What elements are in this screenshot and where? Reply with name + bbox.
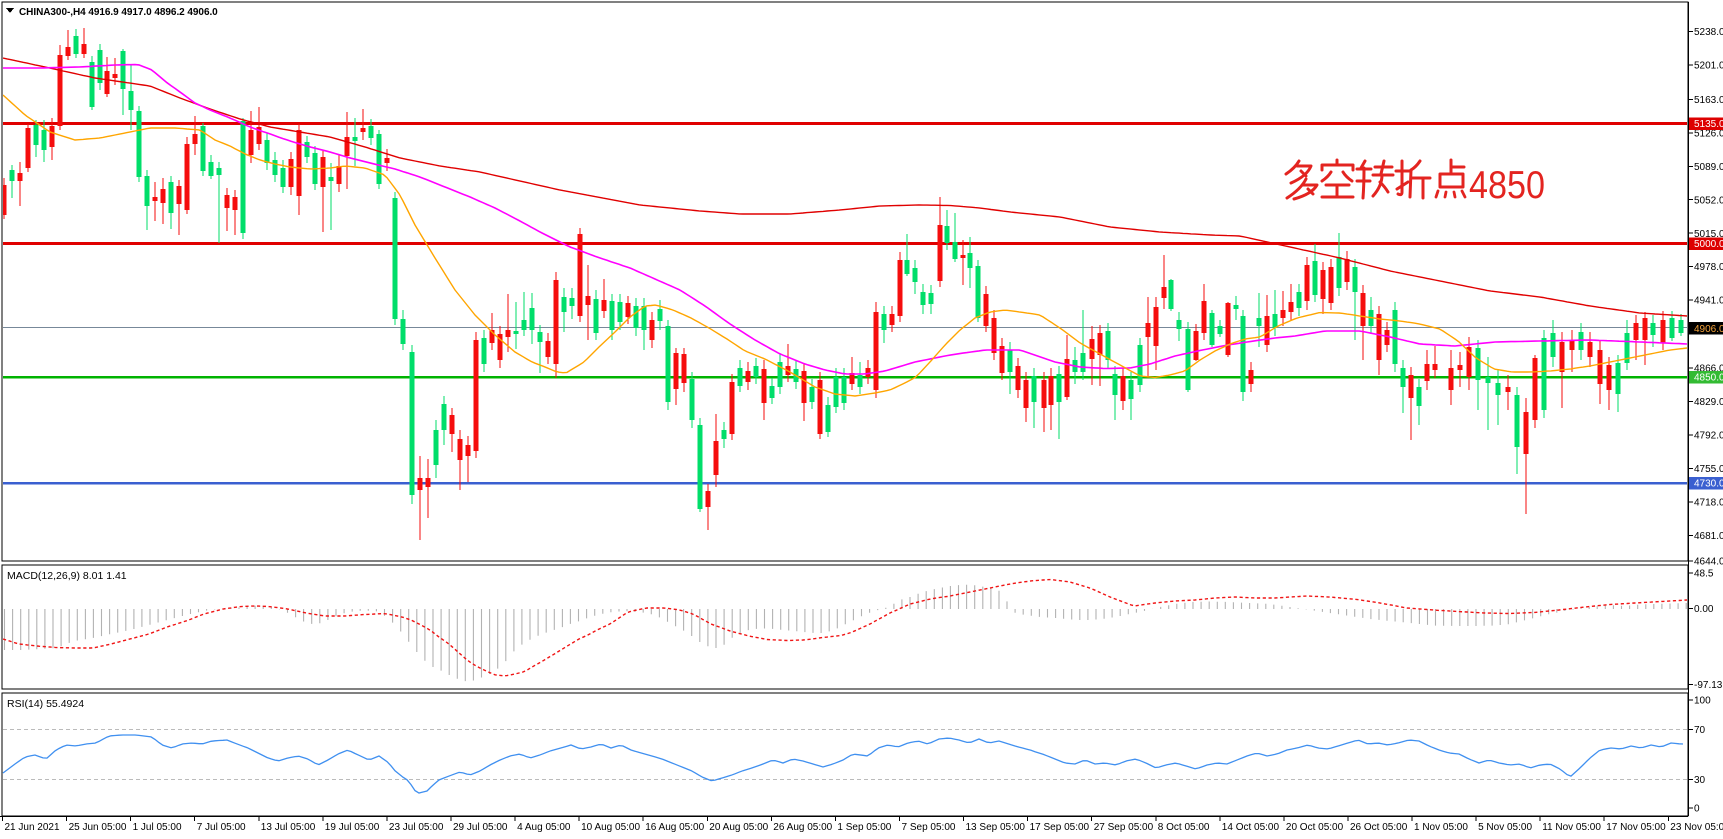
svg-text:-97.13: -97.13	[1694, 680, 1723, 691]
svg-text:11 Nov 05:00: 11 Nov 05:00	[1542, 822, 1601, 833]
svg-text:1 Jul 05:00: 1 Jul 05:00	[133, 822, 182, 833]
svg-text:0: 0	[1694, 804, 1700, 815]
svg-text:5163.0: 5163.0	[1694, 95, 1723, 106]
svg-text:16 Aug 05:00: 16 Aug 05:00	[645, 822, 704, 833]
svg-text:48.5: 48.5	[1694, 569, 1714, 580]
svg-text:4681.0: 4681.0	[1694, 531, 1723, 542]
svg-text:100: 100	[1694, 696, 1711, 707]
svg-text:5201.0: 5201.0	[1694, 61, 1723, 72]
svg-text:4941.0: 4941.0	[1694, 296, 1723, 307]
svg-text:5 Nov 05:00: 5 Nov 05:00	[1478, 822, 1532, 833]
svg-text:CHINA300-,H4 4916.9 4917.0 48: CHINA300-,H4 4916.9 4917.0 4896.2 4906.0	[19, 7, 218, 18]
svg-text:4718.0: 4718.0	[1694, 497, 1723, 508]
svg-text:5089.0: 5089.0	[1694, 162, 1723, 173]
svg-text:20 Aug 05:00: 20 Aug 05:00	[709, 822, 768, 833]
svg-text:5126.0: 5126.0	[1694, 128, 1723, 139]
svg-text:17 Sep 05:00: 17 Sep 05:00	[1030, 822, 1090, 833]
svg-text:4978.0: 4978.0	[1694, 262, 1723, 273]
svg-text:5238.0: 5238.0	[1694, 27, 1723, 38]
svg-text:27 Sep 05:00: 27 Sep 05:00	[1094, 822, 1154, 833]
svg-text:23 Nov 05:00: 23 Nov 05:00	[1670, 822, 1723, 833]
svg-text:21 Jun 2021: 21 Jun 2021	[5, 822, 60, 833]
svg-text:26 Oct 05:00: 26 Oct 05:00	[1350, 822, 1408, 833]
svg-text:RSI(14) 55.4924: RSI(14) 55.4924	[7, 698, 84, 710]
svg-text:5015.0: 5015.0	[1694, 229, 1723, 240]
svg-text:17 Nov 05:00: 17 Nov 05:00	[1606, 822, 1666, 833]
svg-text:5135.0: 5135.0	[1694, 119, 1723, 130]
svg-text:4866.0: 4866.0	[1694, 364, 1723, 375]
svg-text:1 Sep 05:00: 1 Sep 05:00	[837, 822, 891, 833]
svg-text:70: 70	[1694, 725, 1706, 736]
svg-text:26 Aug 05:00: 26 Aug 05:00	[773, 822, 832, 833]
svg-text:20 Oct 05:00: 20 Oct 05:00	[1286, 822, 1344, 833]
svg-text:4850: 4850	[1469, 164, 1545, 207]
svg-text:4 Aug 05:00: 4 Aug 05:00	[517, 822, 571, 833]
svg-text:4730.0: 4730.0	[1694, 479, 1723, 490]
svg-text:10 Aug 05:00: 10 Aug 05:00	[581, 822, 640, 833]
svg-text:4755.0: 4755.0	[1694, 464, 1723, 475]
svg-text:25 Jun 05:00: 25 Jun 05:00	[69, 822, 127, 833]
svg-text:29 Jul 05:00: 29 Jul 05:00	[453, 822, 508, 833]
svg-text:0.00: 0.00	[1694, 604, 1714, 615]
svg-text:4906.0: 4906.0	[1694, 324, 1723, 335]
svg-text:4829.0: 4829.0	[1694, 397, 1723, 408]
svg-text:MACD(12,26,9) 8.01 1.41: MACD(12,26,9) 8.01 1.41	[7, 570, 127, 582]
svg-text:13 Sep 05:00: 13 Sep 05:00	[966, 822, 1026, 833]
svg-text:4792.0: 4792.0	[1694, 431, 1723, 442]
svg-text:23 Jul 05:00: 23 Jul 05:00	[389, 822, 444, 833]
svg-text:8 Oct 05:00: 8 Oct 05:00	[1158, 822, 1210, 833]
svg-text:4644.0: 4644.0	[1694, 556, 1723, 567]
svg-text:5000.0: 5000.0	[1694, 239, 1723, 250]
svg-text:7 Jul 05:00: 7 Jul 05:00	[197, 822, 246, 833]
svg-text:5052.0: 5052.0	[1694, 195, 1723, 206]
svg-text:14 Oct 05:00: 14 Oct 05:00	[1222, 822, 1280, 833]
svg-text:13 Jul 05:00: 13 Jul 05:00	[261, 822, 316, 833]
svg-text:1 Nov 05:00: 1 Nov 05:00	[1414, 822, 1468, 833]
svg-text:7 Sep 05:00: 7 Sep 05:00	[902, 822, 956, 833]
svg-text:4850.0: 4850.0	[1694, 373, 1723, 384]
svg-text:19 Jul 05:00: 19 Jul 05:00	[325, 822, 380, 833]
svg-text:30: 30	[1694, 775, 1706, 786]
